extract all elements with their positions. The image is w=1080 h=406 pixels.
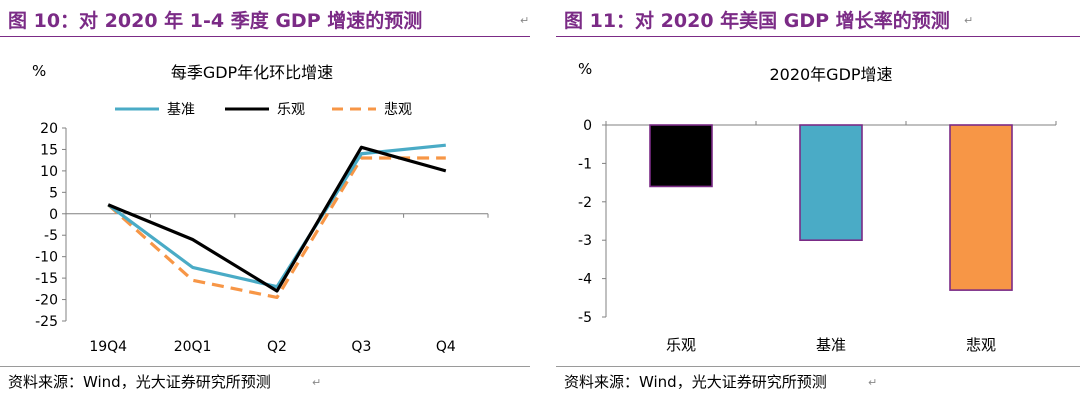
y-tick-label: 20 [40,121,58,137]
y-axis-unit: % [32,62,46,80]
y-tick-label: 0 [49,207,58,223]
source-note: 资料来源：Wind，光大证券研究所预测 [8,373,271,391]
y-tick-label: 5 [49,185,58,201]
y-tick-label: -25 [35,314,58,330]
x-tick-label: Q2 [267,339,287,355]
legend-label: 悲观 [384,101,412,118]
x-tick-label: 20Q1 [174,339,212,355]
y-tick-label: 10 [40,164,58,180]
title-divider [0,36,530,37]
x-tick-label: 乐观 [666,336,696,354]
bar-chart: % 2020年GDP增速 0 -1 -2 -3 -4 -5 乐观 基准 悲观 [578,60,1057,354]
y-tick-label: -10 [35,250,58,266]
source-divider [556,366,1080,367]
paragraph-mark: ↵ [312,376,322,389]
bar-1 [799,124,863,241]
legend-label: 乐观 [277,102,305,118]
paragraph-mark: ↵ [964,14,974,27]
figure-title: 图 10：对 2020 年 1-4 季度 GDP 增速的预测 [8,10,423,32]
chart-title: 每季GDP年化环比增速 [171,63,333,82]
y-tick-label: -1 [578,156,592,172]
y-tick-label: -4 [578,272,592,288]
paragraph-mark: ↵ [520,14,530,27]
right-figure: 图 11：对 2020 年美国 GDP 增长率的预测 ↵ % 2020年GDP增… [556,0,1080,406]
bar-2 [949,124,1013,291]
title-divider [556,36,1080,37]
series-line-1 [107,145,447,293]
line-chart: % 每季GDP年化环比增速 基准 乐观 悲观 20 15 10 5 0 -5 -10 -15 -20… [32,62,489,355]
figure-title: 图 11：对 2020 年美国 GDP 增长率的预测 [564,10,950,32]
paragraph-mark: ↵ [868,376,878,389]
y-tick-label: -2 [578,195,592,211]
source-note: 资料来源：Wind，光大证券研究所预测 [564,373,827,391]
chart-title: 2020年GDP增速 [769,65,892,84]
x-tick-label: 19Q4 [89,339,127,355]
x-tick-label: Q4 [436,339,456,355]
x-tick-label: 悲观 [966,336,996,354]
y-axis-unit: % [578,60,592,78]
series-line-0 [107,143,446,289]
y-tick-label: -20 [35,293,58,309]
left-figure: 图 10：对 2020 年 1-4 季度 GDP 增速的预测 ↵ % 每季GDP… [0,0,530,406]
y-tick-label: -5 [578,310,592,326]
series-line-2 [107,156,446,300]
legend-label: 基准 [167,101,195,118]
x-tick-label: Q3 [351,339,371,355]
y-tick-label: 0 [583,118,592,134]
x-tick-label: 基准 [816,336,846,354]
source-divider [0,366,530,367]
bar-0 [649,124,713,188]
y-tick-label: 15 [40,142,58,158]
y-tick-label: -5 [44,228,58,244]
y-tick-label: -3 [578,233,592,249]
y-tick-label: -15 [35,271,58,287]
